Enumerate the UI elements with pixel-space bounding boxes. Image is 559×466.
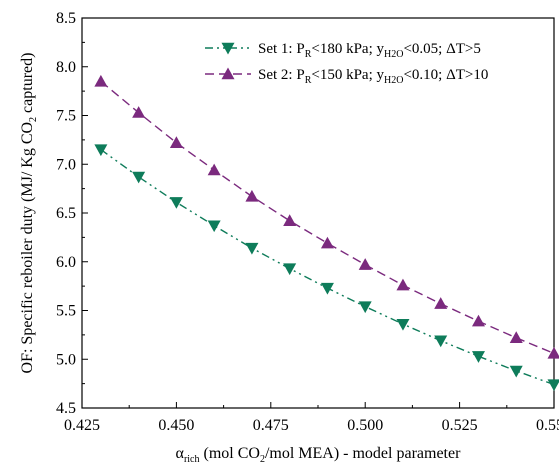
y-tick-label: 5.5 — [56, 303, 76, 320]
y-tick-label: 5.0 — [56, 351, 76, 368]
legend-marker-set-1 — [221, 42, 235, 55]
data-point-set-1 — [207, 220, 221, 233]
data-point-set-2 — [547, 346, 559, 359]
x-tick-label: 0.475 — [253, 417, 289, 434]
data-point-set-2 — [94, 74, 108, 87]
data-point-set-1 — [132, 171, 146, 184]
data-point-set-2 — [320, 236, 334, 249]
axis-ticks: 0.425 0.450 0.475 0.500 0.525 0.550 4.5 5.0 5.5 6… — [56, 10, 559, 434]
data-point-set-2 — [434, 297, 448, 309]
data-point-set-1 — [509, 365, 523, 378]
legend-label-set-2: Set 2: PR<150 kPa; yH2O<0.10; ΔT>10 — [258, 67, 488, 86]
data-point-set-2 — [358, 258, 372, 270]
legend-label-set-1: Set 1: PR<180 kPa; yH2O<0.05; ΔT>5 — [258, 41, 481, 60]
legend-marker-set-2 — [221, 67, 235, 80]
data-point-set-2 — [207, 163, 221, 176]
data-point-set-1 — [547, 379, 559, 392]
data-point-set-2 — [509, 331, 523, 343]
series-line-set-2 — [100, 80, 555, 355]
x-tick-label: 0.425 — [64, 417, 100, 434]
data-point-set-1 — [434, 335, 448, 348]
y-tick-label: 6.0 — [56, 254, 76, 271]
x-axis-title: αrich (mol CO2/mol MEA) - model paramete… — [176, 445, 462, 465]
y-tick-label: 4.5 — [56, 400, 76, 417]
y-tick-label: 8.5 — [56, 10, 76, 27]
y-tick-label: 8.0 — [56, 59, 76, 76]
data-point-set-2 — [132, 106, 146, 118]
data-point-set-1 — [245, 242, 259, 255]
data-point-set-2 — [245, 189, 259, 202]
y-tick-label: 7.0 — [56, 156, 76, 173]
x-tick-label: 0.450 — [158, 417, 194, 434]
data-point-set-2 — [169, 136, 183, 148]
legend-entry-set-2: Set 2: PR<150 kPa; yH2O<0.10; ΔT>10 — [205, 67, 488, 86]
data-point-set-2 — [471, 314, 485, 327]
series-line-set-1 — [100, 149, 555, 386]
series-layer — [94, 74, 559, 392]
y-tick-label: 6.5 — [56, 205, 76, 222]
data-point-set-1 — [396, 318, 410, 331]
y-axis-title: OF: Specific reboiler duty (MJ/ Kg CO2 c… — [19, 53, 39, 374]
legend-entry-set-1: Set 1: PR<180 kPa; yH2O<0.05; ΔT>5 — [205, 41, 481, 60]
data-point-set-1 — [320, 282, 334, 295]
data-point-set-1 — [169, 197, 183, 209]
data-point-set-2 — [283, 214, 297, 226]
data-point-set-1 — [94, 144, 108, 157]
x-tick-label: 0.525 — [442, 417, 478, 434]
y-tick-label: 7.5 — [56, 108, 76, 125]
legend: Set 1: PR<180 kPa; yH2O<0.05; ΔT>5 Set 2… — [205, 41, 488, 86]
x-tick-label: 0.550 — [536, 417, 559, 434]
data-point-set-1 — [471, 351, 485, 363]
data-point-set-2 — [396, 278, 410, 291]
data-point-set-1 — [358, 301, 372, 314]
x-tick-label: 0.500 — [347, 417, 383, 434]
data-point-set-1 — [283, 263, 297, 276]
